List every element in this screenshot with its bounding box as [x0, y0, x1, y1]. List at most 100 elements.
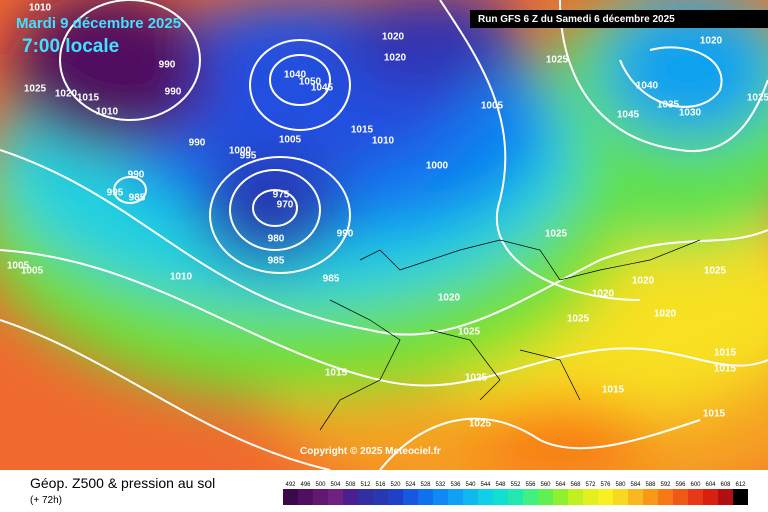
isobar-label: 1015 — [714, 364, 737, 375]
legend-swatch — [613, 489, 628, 505]
run-banner — [470, 10, 768, 28]
isobar-label: 985 — [129, 193, 146, 204]
isobar-label: 1015 — [714, 348, 737, 359]
legend-value: 608 — [720, 482, 731, 488]
isobar-label: 1010 — [29, 3, 52, 14]
legend-value: 560 — [540, 482, 551, 488]
isobar-label: 995 — [240, 151, 257, 162]
legend-value: 504 — [330, 482, 341, 488]
isobar-label: 1005 — [481, 101, 504, 112]
legend-value: 500 — [315, 482, 326, 488]
isobar-label: 1045 — [311, 83, 334, 94]
isobar-label: 970 — [277, 200, 294, 211]
isobar-label: 975 — [273, 190, 290, 201]
isobar-label: 1025 — [545, 229, 568, 240]
footer-title: Géop. Z500 & pression au sol — [30, 475, 215, 491]
isobar-label: 1025 — [546, 55, 569, 66]
legend-value: 532 — [435, 482, 446, 488]
isobar-label: 985 — [323, 274, 340, 285]
legend-value: 556 — [525, 482, 536, 488]
legend-value: 536 — [450, 482, 461, 488]
run-info: Run GFS 6 Z du Samedi 6 décembre 2025 — [478, 14, 675, 25]
isobar-label: 1040 — [284, 70, 307, 81]
legend-value: 584 — [630, 482, 641, 488]
isobar-label: 1020 — [382, 32, 405, 43]
legend-value: 496 — [300, 482, 311, 488]
isobar-label: 1000 — [229, 146, 252, 157]
isobar-label: 1020 — [700, 36, 723, 47]
legend-swatch — [703, 489, 718, 505]
legend-value: 508 — [345, 482, 356, 488]
legend-swatch — [463, 489, 478, 505]
isobar-label: 1025 — [465, 373, 488, 384]
isobar-label: 1040 — [636, 81, 659, 92]
legend-swatch — [328, 489, 343, 505]
legend-value: 588 — [645, 482, 656, 488]
legend-swatch — [628, 489, 643, 505]
isobar-label: 1015 — [602, 385, 625, 396]
legend-swatch — [343, 489, 358, 505]
legend-value: 596 — [675, 482, 686, 488]
isobar-label: 1025 — [458, 327, 481, 338]
legend-value: 544 — [480, 482, 491, 488]
color-legend: 492 496 500 504 508 512 516 520 524 528 532 536 540 5… — [283, 482, 748, 505]
isobar-label: 1015 — [351, 125, 374, 136]
isobar-label: 1035 — [657, 100, 680, 111]
isobar-label: 1010 — [372, 136, 395, 147]
legend-swatch — [673, 489, 688, 505]
legend-value: 580 — [615, 482, 626, 488]
legend-swatch — [658, 489, 673, 505]
legend-swatch — [598, 489, 613, 505]
isobar-label: 1020 — [632, 276, 655, 287]
legend-swatch — [688, 489, 703, 505]
isobar-label: 1050 — [299, 77, 322, 88]
isobar-label: 1010 — [96, 107, 119, 118]
legend-value: 548 — [495, 482, 506, 488]
legend-swatch — [478, 489, 493, 505]
legend-value: 520 — [390, 482, 401, 488]
isobar-label: 1005 — [7, 261, 30, 272]
legend-swatch — [418, 489, 433, 505]
isobar-label: 990 — [189, 138, 206, 149]
legend-value: 604 — [705, 482, 716, 488]
legend-value: 492 — [285, 482, 296, 488]
legend-value: 528 — [420, 482, 431, 488]
legend-swatch — [433, 489, 448, 505]
legend-value: 512 — [360, 482, 371, 488]
isobar-label: 1025 — [747, 93, 768, 104]
coastlines — [319, 239, 701, 431]
valid-time: 7:00 locale — [22, 36, 119, 57]
isobar-label: 985 — [268, 256, 285, 267]
valid-date: Mardi 9 décembre 2025 — [16, 15, 181, 32]
isobar-label: 1010 — [170, 272, 193, 283]
legend-swatch — [718, 489, 733, 505]
legend-swatch — [583, 489, 598, 505]
isobar-label: 1025 — [469, 419, 492, 430]
isobar-label: 1025 — [567, 314, 590, 325]
isobar-label: 1045 — [617, 110, 640, 121]
isobars — [0, 0, 768, 470]
legend-value: 552 — [510, 482, 521, 488]
legend-swatch — [358, 489, 373, 505]
legend-swatch — [298, 489, 313, 505]
legend-value: 524 — [405, 482, 416, 488]
legend-value: 572 — [585, 482, 596, 488]
legend-swatch — [493, 489, 508, 505]
legend-value: 568 — [570, 482, 581, 488]
isobar-label: 1030 — [679, 108, 702, 119]
legend-value: 592 — [660, 482, 671, 488]
legend-value: 516 — [375, 482, 386, 488]
legend-swatch — [523, 489, 538, 505]
isobar-label: 990 — [159, 60, 176, 71]
legend-swatch — [403, 489, 418, 505]
legend-swatch — [568, 489, 583, 505]
legend-swatch — [643, 489, 658, 505]
copyright: Copyright © 2025 Meteociel.fr — [300, 446, 441, 457]
legend-value: 612 — [735, 482, 746, 488]
isobar-label: 1005 — [21, 266, 44, 277]
isobar-label: 1005 — [279, 135, 302, 146]
legend-value: 564 — [555, 482, 566, 488]
